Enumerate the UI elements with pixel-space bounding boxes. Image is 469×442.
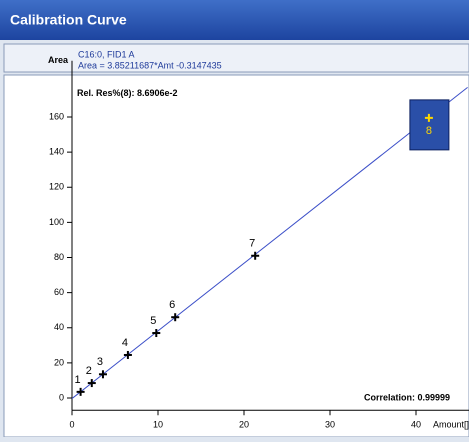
x-tick-label: 0	[69, 420, 74, 430]
data-point	[251, 251, 260, 260]
point-label: 6	[169, 299, 175, 311]
point-label: 5	[150, 315, 156, 327]
compound: C16:0, FID1 A	[78, 49, 135, 59]
title-bar	[0, 0, 469, 40]
header-panel	[3, 43, 469, 73]
data-point	[98, 370, 107, 379]
point-label: 7	[249, 238, 255, 250]
y-tick-label: 160	[49, 111, 64, 121]
y-tick-label: 0	[59, 392, 64, 402]
x-tick-label: 20	[239, 420, 249, 430]
equation: Area = 3.85211687*Amt -0.3147435	[78, 60, 222, 70]
residual-note: Rel. Res%(8): 8.6906e-2	[77, 88, 178, 98]
data-point	[76, 387, 85, 396]
fit-line	[71, 86, 468, 399]
data-point	[152, 329, 161, 338]
point-label: 8	[426, 125, 432, 137]
point-label: 1	[75, 374, 81, 386]
y-tick-label: 40	[54, 322, 64, 332]
y-tick-label: 120	[49, 182, 64, 192]
y-tick-label: 60	[54, 287, 64, 297]
x-tick-label: 30	[325, 420, 335, 430]
window-title: Calibration Curve	[10, 12, 127, 28]
point-label: 3	[97, 356, 103, 368]
point-label: 4	[122, 337, 128, 349]
x-axis-label: Amount[]	[433, 420, 469, 430]
y-tick-label: 100	[49, 217, 64, 227]
y-tick-label: 140	[49, 147, 64, 157]
data-point	[87, 379, 96, 388]
correlation-note: Correlation: 0.99999	[364, 393, 450, 403]
y-tick-label: 80	[54, 252, 64, 262]
y-axis-label: Area	[48, 55, 69, 65]
plot-panel	[3, 74, 469, 438]
data-point	[424, 113, 433, 122]
data-point	[123, 350, 132, 359]
highlight-box	[409, 99, 450, 151]
data-point	[171, 313, 180, 322]
x-tick-label: 40	[411, 420, 421, 430]
point-label: 2	[86, 365, 92, 377]
x-tick-label: 10	[153, 420, 163, 430]
y-tick-label: 20	[54, 357, 64, 367]
